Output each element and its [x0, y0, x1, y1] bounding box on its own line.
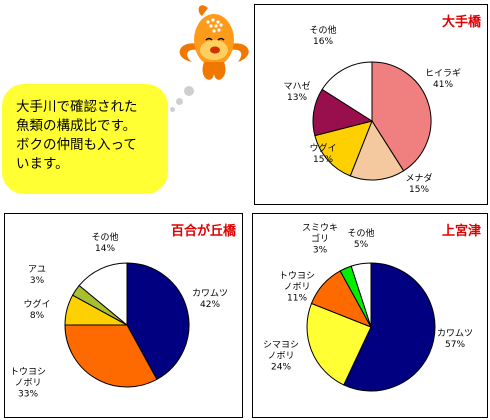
- pie-chart: [64, 262, 190, 388]
- chart-panel-otebashi: 大手橋 ヒイラギ 41% メナダ 15% ウグイ 15% マハゼ 13% その他 16%: [254, 4, 488, 205]
- slice-label: メナダ 15%: [405, 174, 433, 195]
- thought-dot: [170, 107, 175, 112]
- slice-label: カワムツ 57%: [436, 329, 474, 350]
- slice-label: スミウキ ゴリ 3%: [301, 223, 339, 256]
- speech-bubble: 大手川で確認された 魚類の構成比です。 ボクの仲間も入って います。: [2, 84, 168, 194]
- chart-panel-yurigaokabashi: 百合が丘橋 カワムツ 42% トウヨシ ノボリ 33% ウグイ 8% アユ 3% その他 14%: [4, 213, 243, 418]
- pie-slice: [64, 324, 158, 388]
- pie-slice: [321, 61, 373, 122]
- slice-label: その他 5%: [347, 229, 375, 250]
- bubble-line: 魚類の構成比です。: [16, 118, 137, 134]
- bubble-line: ボクの仲間も入って: [16, 137, 137, 153]
- slice-label: マハゼ 13%: [283, 82, 311, 103]
- pie-slice: [343, 262, 436, 392]
- pie-chart: [306, 262, 436, 392]
- slice-label: その他 16%: [309, 26, 337, 47]
- slice-label: その他 14%: [91, 233, 119, 254]
- slice-label: アユ 3%: [27, 265, 47, 286]
- slice-label: ウグイ 8%: [23, 300, 51, 321]
- bubble-line: 大手川で確認された: [16, 99, 138, 115]
- slice-label: カワムツ 42%: [191, 289, 229, 310]
- pie-slice: [314, 120, 373, 177]
- slice-label: トウヨシ ノボリ 33%: [9, 367, 47, 400]
- pie-slice: [350, 262, 372, 328]
- slice-label: ヒイラギ 41%: [424, 69, 462, 90]
- pie-chart: [312, 61, 432, 181]
- chart-title: 百合が丘橋: [170, 224, 236, 239]
- chart-title: 上宮津: [441, 224, 481, 239]
- slice-label: トウヨシ ノボリ 11%: [278, 271, 316, 304]
- slice-label: シマヨシ ノボリ 24%: [262, 340, 300, 373]
- slice-label: ウグイ 15%: [309, 144, 337, 165]
- thought-dot: [184, 86, 194, 96]
- chart-title: 大手橋: [441, 15, 481, 30]
- pie-slice: [306, 302, 372, 386]
- thought-dot: [176, 98, 183, 105]
- goldfish-mascot-icon: [179, 5, 249, 80]
- pie-slice: [349, 119, 405, 181]
- pie-slice: [126, 262, 190, 381]
- speech-bubble-text: 大手川で確認された 魚類の構成比です。 ボクの仲間も入って います。: [16, 98, 162, 174]
- bubble-line: います。: [16, 156, 69, 172]
- pie-slice: [78, 262, 128, 327]
- chart-panel-kamimiyazu: 上宮津 カワムツ 57% シマヨシ ノボリ 24% トウヨシ ノボリ 11% スミウキ ゴリ 3% そ…: [252, 213, 488, 418]
